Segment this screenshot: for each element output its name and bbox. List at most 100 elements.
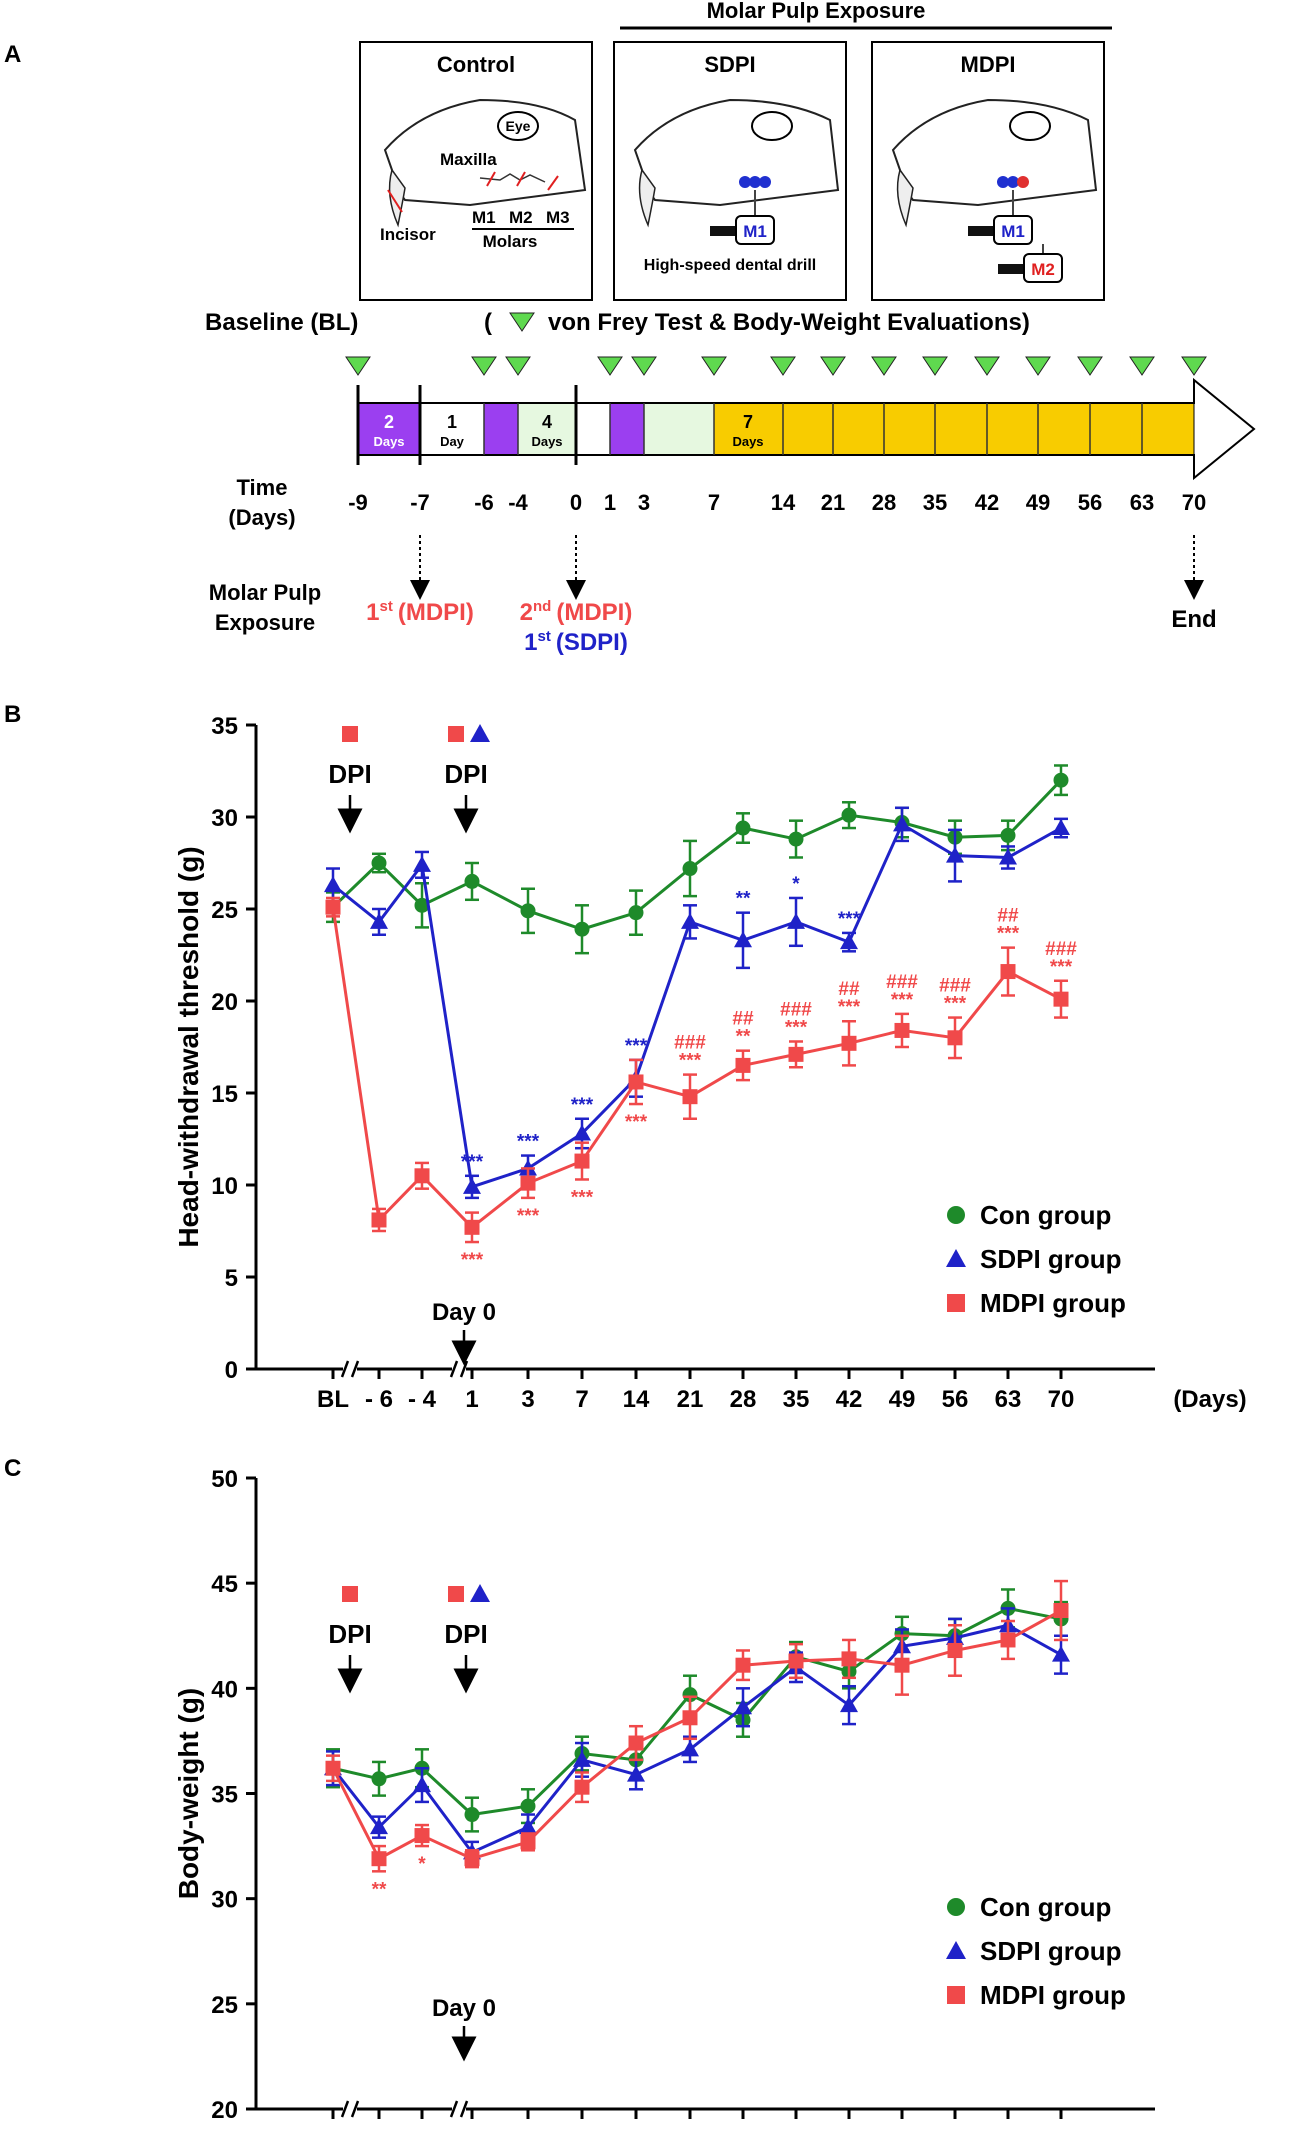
- x-tick-label: 42: [836, 1386, 863, 1413]
- data-point-square: [574, 1779, 590, 1795]
- data-point-circle: [574, 921, 590, 937]
- von-frey-legend-text: von Frey Test & Body-Weight Evaluations): [548, 309, 1030, 336]
- data-point-square: [371, 1212, 387, 1228]
- chart-c-body-weight: 20 25 30 35 40 45 50 Body-weight (g) BL - 6 - 4 1 3 7…: [173, 1466, 1247, 2129]
- incisor-label: Incisor: [380, 225, 436, 244]
- data-point-triangle: [840, 933, 858, 950]
- significance-annotation: ***: [571, 1095, 594, 1116]
- data-point-circle: [628, 905, 644, 921]
- significance-annotation: ###: [1045, 939, 1077, 960]
- evaluation-marker-icon: [1181, 356, 1207, 376]
- y-tick-label: 30: [211, 805, 238, 832]
- m1-label: M1: [472, 208, 496, 227]
- x-tick-label: - 6: [365, 1386, 393, 1413]
- data-point-square: [1000, 1632, 1016, 1648]
- evaluation-marker-icon: [1129, 356, 1155, 376]
- evaluation-marker-icon: [631, 356, 657, 376]
- timeline-tick-label: 70: [1182, 490, 1206, 515]
- chart-b-head-withdrawal: 0 5 10 15 20 25 30 35 Head-withdrawal threshold …: [173, 713, 1247, 1413]
- timeline-tick-label: -4: [508, 490, 528, 515]
- exposure-label-2: Exposure: [215, 610, 315, 635]
- x-tick-label: 35: [783, 1386, 810, 1413]
- legend-label: SDPI group: [980, 1936, 1122, 1966]
- x-tick-label: 63: [995, 1386, 1022, 1413]
- timeline-tick-label: 0: [570, 490, 582, 515]
- x-tick-label: 70: [1048, 1386, 1075, 1413]
- event-1st-sdpi: 1st (SDPI): [524, 628, 628, 656]
- mdpi-square-icon: [342, 1586, 358, 1602]
- significance-annotation: ***: [571, 1187, 594, 1208]
- timeline-tick-label: 14: [771, 490, 796, 515]
- legend-triangle-icon: [946, 1249, 966, 1267]
- data-point-square: [1053, 991, 1069, 1007]
- maxilla-label: Maxilla: [440, 150, 497, 169]
- significance-annotation: ***: [461, 1152, 484, 1173]
- data-point-triangle: [840, 1696, 858, 1713]
- evaluation-marker-icon: [505, 356, 531, 376]
- mdpi-m1-label: M1: [1001, 222, 1025, 241]
- data-point-triangle: [370, 912, 388, 929]
- m2-label: M2: [509, 208, 533, 227]
- significance-annotation: ###: [886, 972, 918, 993]
- x-tick-label: 1: [465, 1386, 478, 1413]
- timeline-markers: [345, 356, 1207, 376]
- significance-annotation: ***: [997, 924, 1020, 945]
- evaluation-marker-icon: [974, 356, 1000, 376]
- baseline-label: Baseline (BL): [205, 309, 358, 336]
- data-point-square: [841, 1651, 857, 1667]
- segment-4-days-unit: Days: [531, 434, 562, 449]
- y-axis-label: Body-weight (g): [173, 1688, 204, 1900]
- y-tick-label: 20: [211, 2097, 238, 2124]
- time-days-label: (Days): [228, 505, 295, 530]
- event-2nd-mdpi: 2nd (MDPI): [520, 598, 633, 626]
- data-point-circle: [464, 1807, 480, 1823]
- x-tick-label: 35: [783, 2126, 810, 2129]
- data-point-circle: [520, 1798, 536, 1814]
- significance-annotation: ***: [517, 1132, 540, 1153]
- mdpi-box-title: MDPI: [961, 52, 1016, 77]
- x-tick-label: 7: [575, 2126, 588, 2129]
- data-point-square: [574, 1153, 590, 1169]
- data-point-triangle: [946, 846, 964, 863]
- data-point-square: [371, 1851, 387, 1867]
- timeline-tick-label: 3: [638, 490, 650, 515]
- data-point-circle: [841, 807, 857, 823]
- control-jaw-box: Control Eye Maxilla Incisor M1 M2 M3 Mol…: [359, 41, 593, 301]
- legend-square-icon: [947, 1986, 965, 2004]
- data-point-triangle: [370, 1818, 388, 1835]
- y-tick-label: 25: [211, 1992, 238, 2019]
- axis-break-mark: [350, 2100, 360, 2118]
- x-tick-label: - 4: [408, 2126, 437, 2129]
- data-point-square: [628, 1735, 644, 1751]
- event-1st-mdpi: 1st (MDPI): [366, 598, 474, 626]
- significance-annotation: ***: [891, 990, 914, 1011]
- x-tick-label: - 6: [365, 2126, 393, 2129]
- data-point-square: [894, 1657, 910, 1673]
- panel-label-b: B: [4, 701, 21, 728]
- data-point-triangle: [1052, 1645, 1070, 1662]
- timeline-tick-label: 1: [604, 490, 616, 515]
- significance-annotation: ***: [944, 994, 967, 1015]
- x-tick-label: 14: [623, 2126, 650, 2129]
- timeline-tick-label: 7: [708, 490, 720, 515]
- m3-label: M3: [546, 208, 570, 227]
- timeline-tick-label: 35: [923, 490, 947, 515]
- axis-break-mark: [340, 2100, 350, 2118]
- significance-annotation: ***: [625, 1112, 648, 1133]
- data-point-triangle: [463, 1177, 481, 1194]
- axis-break-mark: [350, 1360, 360, 1378]
- segment-7-days-unit: Days: [732, 434, 763, 449]
- evaluation-marker-icon: [701, 356, 727, 376]
- molar-pulp-exposure-header: Molar Pulp Exposure: [707, 0, 926, 23]
- significance-annotation: ***: [838, 997, 861, 1018]
- data-point-square: [682, 1710, 698, 1726]
- significance-annotation: ##: [732, 1009, 754, 1030]
- significance-annotation: ***: [679, 1051, 702, 1072]
- evaluation-marker-icon: [770, 356, 796, 376]
- x-tick-label: 28: [730, 2126, 757, 2129]
- evaluation-marker-icon: [922, 356, 948, 376]
- data-point-square: [628, 1074, 644, 1090]
- data-point-square: [894, 1022, 910, 1038]
- dpi-label: DPI: [444, 759, 487, 789]
- data-point-circle: [414, 897, 430, 913]
